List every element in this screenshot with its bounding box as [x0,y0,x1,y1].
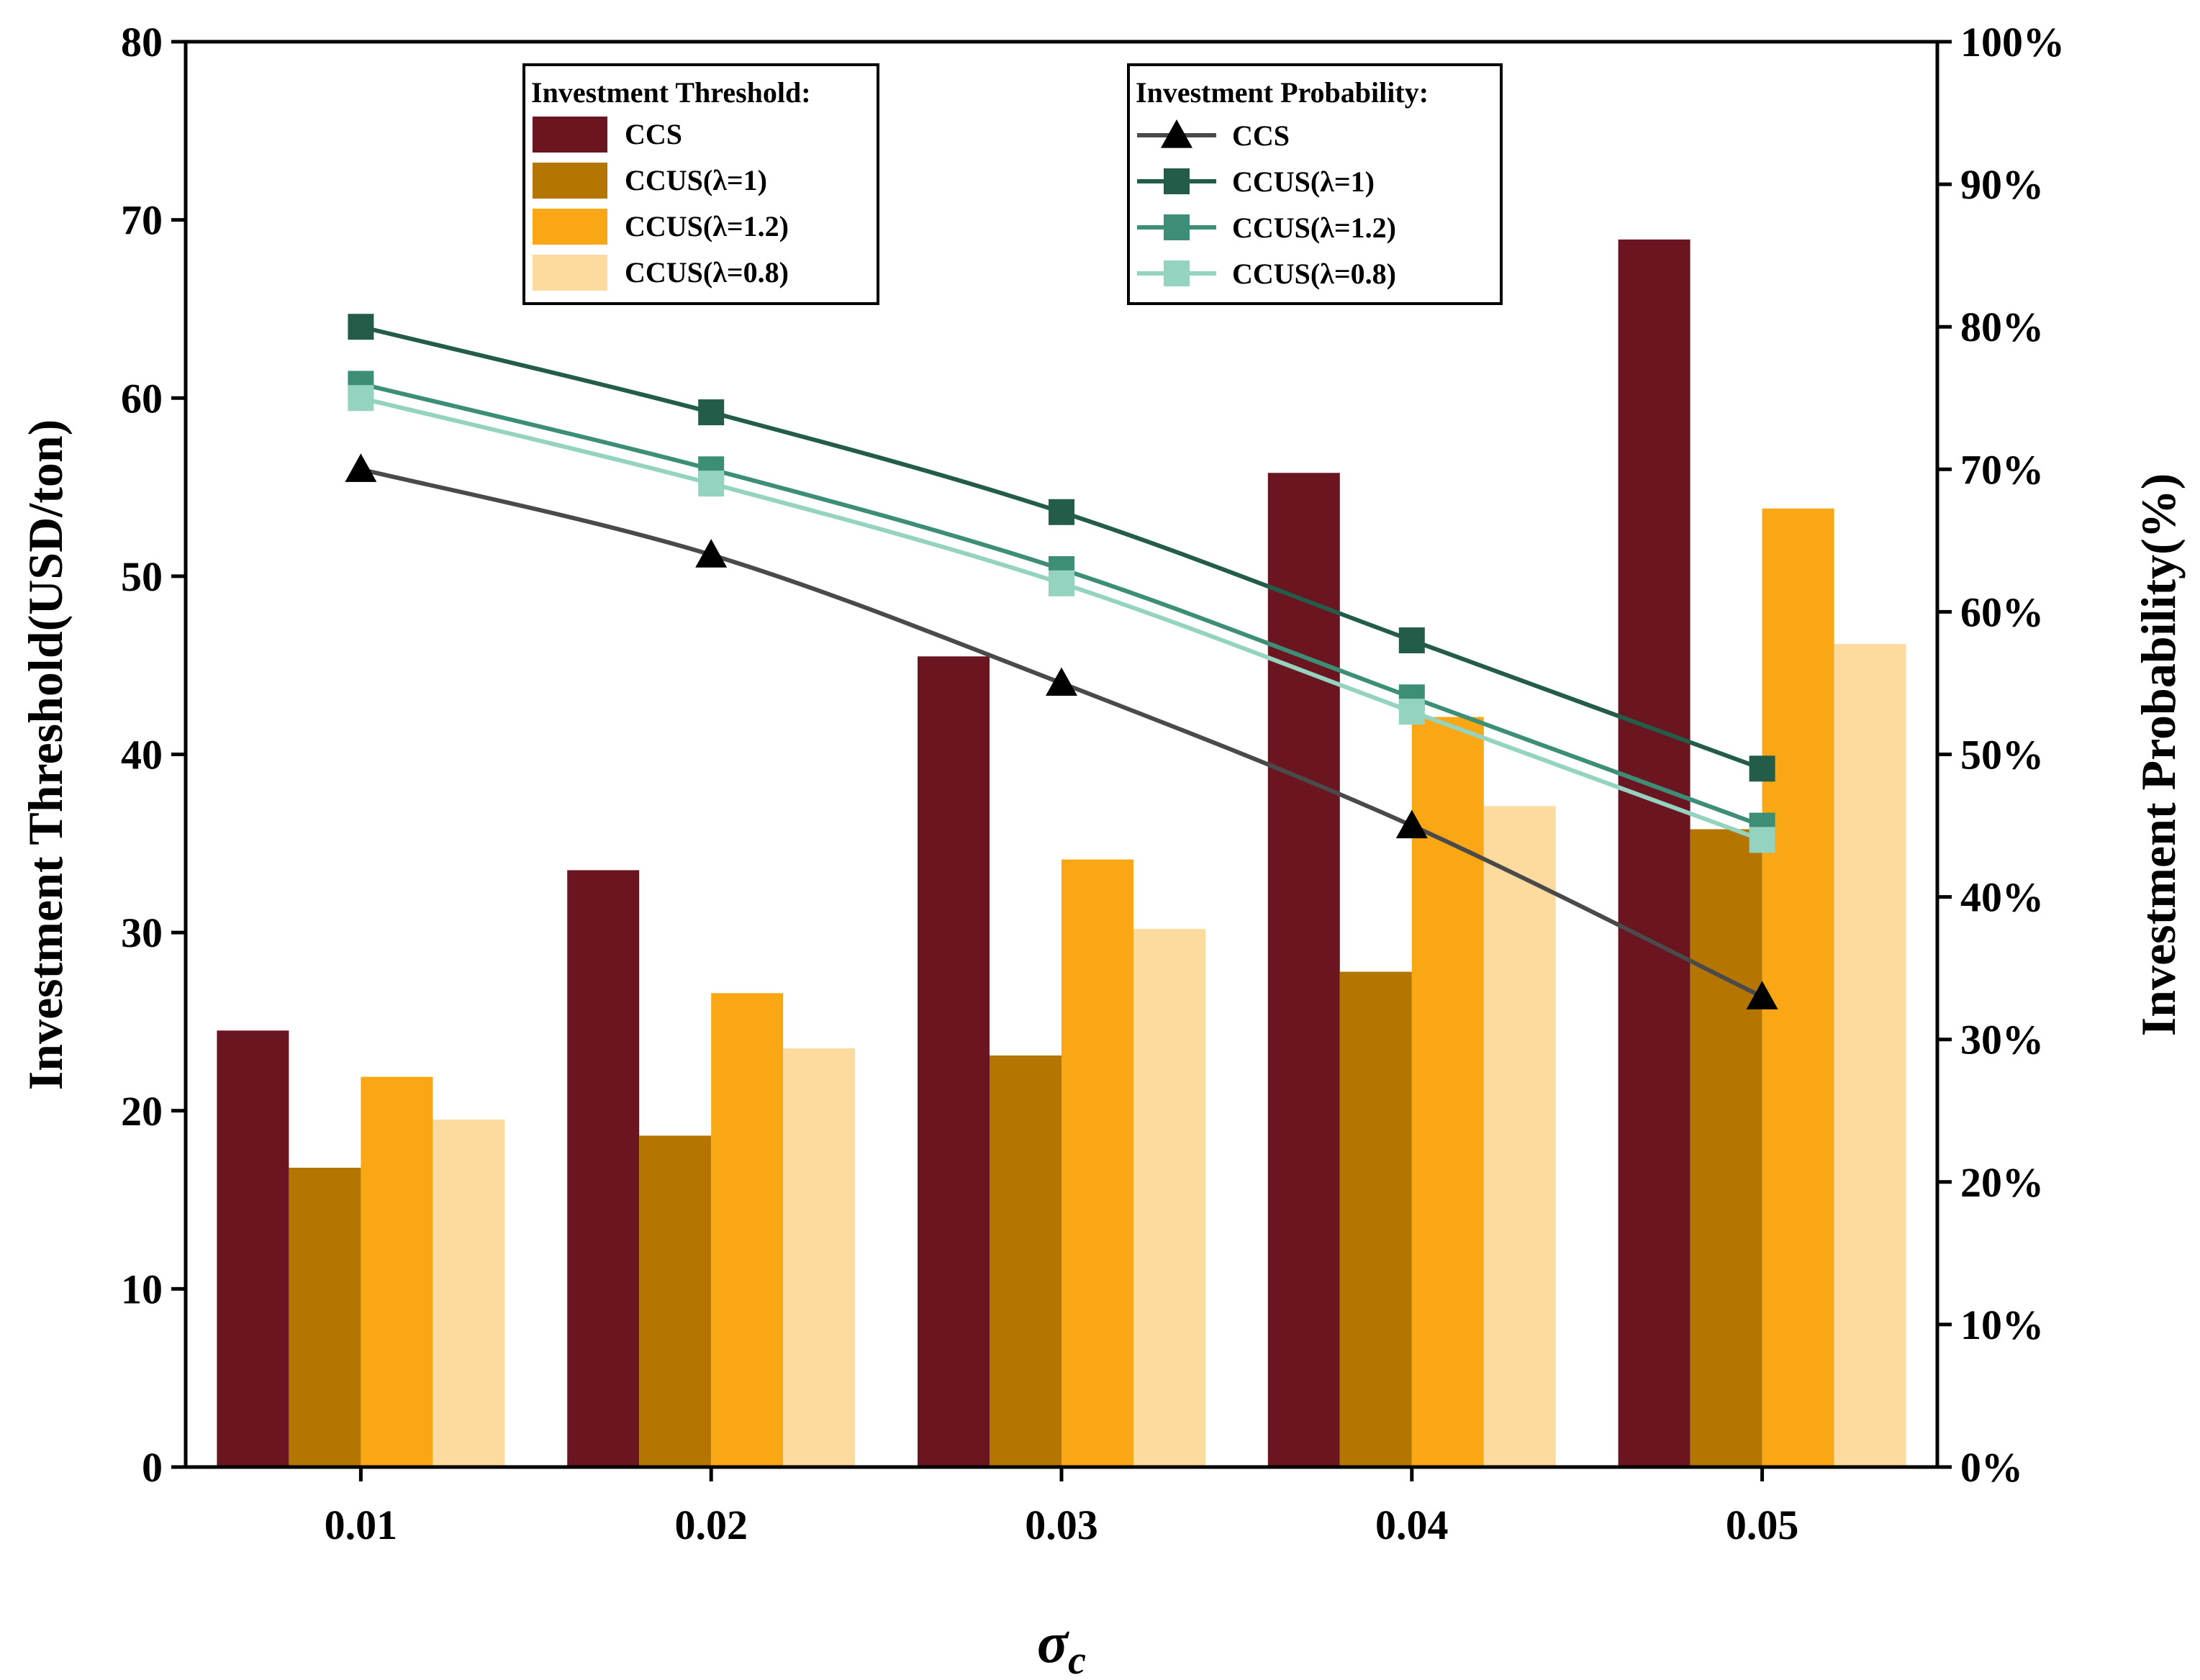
legend-label: CCUS(λ=1.2) [1232,212,1396,244]
y-axis-title-right: Investment Probability(%) [2131,473,2186,1037]
x-tick-label: 0.02 [674,1502,748,1548]
legend-swatch [533,163,607,199]
bar-layer [217,239,1906,1468]
data-point [348,385,374,412]
legend-label: CCUS(λ=1) [1232,165,1375,198]
x-tick-label: 0.03 [1025,1502,1098,1548]
data-point [348,314,374,340]
bar [1690,829,1762,1467]
x-tick-label: 0.01 [325,1502,398,1548]
y-tick-label-left: 70 [121,197,163,244]
bar [1339,971,1412,1467]
y-tick-label-right: 60% [1960,589,2044,635]
y-tick-label-left: 50 [121,553,163,600]
data-point [695,539,728,568]
data-point [1749,755,1775,782]
legend-swatch [533,209,607,245]
data-point [1049,570,1074,596]
line-legend: Investment Probability: CCS CCUS(λ=1) CCUS… [1127,63,1503,305]
y-tick-label-right: 80% [1960,304,2044,350]
y-tick-label-left: 20 [121,1088,163,1135]
y-tick-label-right: 10% [1960,1302,2044,1348]
data-point [1398,699,1425,725]
bar [217,1030,289,1467]
data-point [1395,809,1428,839]
axes: 0 10 20 30 40 50 60 70 80 0% 10% 20% 30% 40% 50% 60% 70%… [121,19,2065,1548]
data-point [698,399,725,426]
x-tick-label: 0.04 [1375,1502,1449,1548]
data-point [1746,981,1778,1009]
bar [361,1076,433,1467]
y-tick-label-right: 30% [1960,1017,2044,1063]
series-line [360,396,1763,843]
y-tick-label-left: 10 [121,1266,163,1312]
y-tick-label-left: 80 [121,19,163,65]
y-tick-label-right: 20% [1960,1159,2044,1206]
bar-legend-title: Investment Threshold: [531,76,811,109]
bar [1762,508,1834,1467]
y-tick-label-left: 40 [121,732,163,778]
y-tick-label-right: 70% [1960,446,2044,493]
bar [1483,806,1556,1467]
bar [567,870,640,1467]
legend-label: CCS [1232,119,1290,152]
y-tick-label-left: 30 [121,909,163,956]
y-tick-label-right: 90% [1960,161,2044,208]
bar [1061,859,1133,1467]
legend-marker [1164,168,1190,194]
data-point [1749,827,1775,853]
series-line [360,324,1763,771]
bar-legend: Investment Threshold: CCS CCUS(λ=1) CCUS(λ… [522,63,879,305]
legend-label: CCS [625,118,682,150]
line-legend-items: CCS CCUS(λ=1) CCUS(λ=1.2) CCUS(λ=0.8) [1137,119,1396,290]
bar [711,993,784,1467]
bar [289,1167,361,1467]
data-point [345,453,377,482]
data-point [1046,667,1077,696]
legend-marker [1161,119,1192,148]
legend-marker [1164,214,1190,240]
bar [1618,239,1690,1467]
legend-label: CCUS(λ=1) [625,164,767,196]
y-tick-label-right: 50% [1960,732,2044,778]
bar [639,1135,712,1467]
legend-label: CCUS(λ=0.8) [625,256,789,289]
bar [1267,473,1340,1468]
legend-label: CCUS(λ=0.8) [1232,258,1396,290]
legend-swatch [533,255,607,291]
y-tick-label-right: 100% [1960,19,2065,65]
bar-legend-items: CCS CCUS(λ=1) CCUS(λ=1.2) CCUS(λ=0.8) [533,117,789,291]
data-point [1049,499,1074,525]
data-point [1398,627,1425,654]
bar [433,1120,505,1467]
bar [1133,929,1205,1467]
y-tick-label-right: 0% [1960,1444,2023,1491]
legend-label: CCUS(λ=1.2) [625,210,789,242]
legend-swatch [533,117,607,153]
bar [783,1048,856,1467]
bar [918,656,990,1467]
line-legend-title: Investment Probability: [1136,76,1429,109]
y-tick-label-left: 60 [121,375,163,422]
data-point [698,471,725,497]
y-tick-label-right: 40% [1960,874,2044,921]
y-axis-title-left: Investment Threshold(USD/ton) [18,419,73,1091]
x-tick-label: 0.05 [1726,1502,1799,1548]
y-tick-label-left: 0 [142,1444,163,1491]
legend-marker [1164,260,1190,286]
line-legend-box [1127,63,1503,305]
bar [1834,643,1906,1468]
line-layer [345,314,1778,1009]
bar [990,1055,1061,1467]
x-axis-title: σc [1037,1612,1086,1680]
